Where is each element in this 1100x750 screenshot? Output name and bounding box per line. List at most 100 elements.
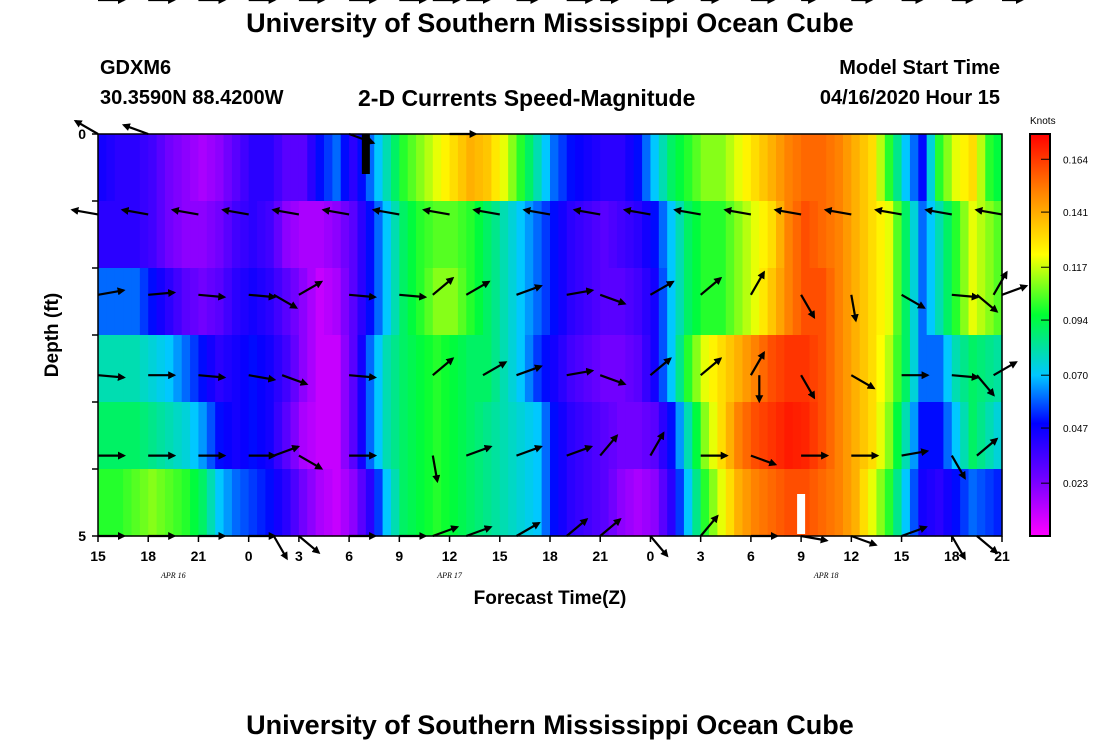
heatmap-cell [709, 134, 719, 202]
heatmap-cell [993, 268, 1003, 336]
heatmap-cell [759, 134, 769, 202]
heatmap-cell [407, 268, 417, 336]
heatmap-cell [248, 335, 258, 403]
heatmap-cell [457, 201, 467, 269]
current-vector-arrow [281, 374, 309, 386]
heatmap-cell [148, 201, 158, 269]
current-vector-arrow [432, 525, 460, 538]
heatmap-cell [742, 402, 752, 470]
heatmap-cell [893, 402, 903, 470]
heatmap-cell [683, 469, 693, 537]
heatmap-cell [558, 402, 568, 470]
heatmap-cell [164, 134, 174, 202]
heatmap-cell [524, 201, 534, 269]
heatmap-cell [725, 402, 735, 470]
heatmap-cell [558, 201, 568, 269]
current-vector-arrow [800, 374, 816, 400]
heatmap-cell [566, 201, 576, 269]
heatmap-cell [935, 335, 945, 403]
heatmap-cell [223, 134, 233, 202]
heatmap-cell [265, 268, 275, 336]
colorbar-tick-label: 0.047 [1063, 424, 1088, 435]
current-vector-arrow [850, 374, 876, 390]
current-vector-arrow [566, 444, 594, 457]
heatmap-cell [164, 469, 174, 537]
heatmap-cell [926, 402, 936, 470]
heatmap-cell [809, 201, 819, 269]
heatmap-cell [859, 469, 869, 537]
heatmap-cell [851, 335, 861, 403]
heatmap-cell [457, 268, 467, 336]
heatmap-cell [851, 402, 861, 470]
heatmap-cell [499, 335, 509, 403]
heatmap-cell [960, 402, 970, 470]
heatmap-cell [114, 335, 124, 403]
heatmap-cell [282, 201, 292, 269]
heatmap-cell [164, 268, 174, 336]
heatmap-cell [466, 335, 476, 403]
heatmap-cell [332, 469, 342, 537]
heatmap-cell [416, 335, 426, 403]
heatmap-cell [357, 268, 367, 336]
heatmap-cell [633, 201, 643, 269]
heatmap-cell [901, 469, 911, 537]
heatmap-cell [650, 402, 660, 470]
x-tick-label: 3 [295, 548, 303, 564]
heatmap-cell [817, 268, 827, 336]
heatmap-cell [131, 402, 141, 470]
heatmap-cell [374, 335, 384, 403]
heatmap-cell [499, 469, 509, 537]
current-vector-arrow [1001, 284, 1029, 296]
heatmap-cell [399, 268, 409, 336]
heatmap-cell [491, 134, 501, 202]
heatmap-cell [776, 469, 785, 537]
heatmap-cell [114, 469, 124, 537]
heatmap-cell [675, 201, 685, 269]
colorbar-tick-label: 0.023 [1063, 479, 1088, 490]
y-tick-label: 0 [78, 126, 86, 142]
current-vector-arrow [850, 294, 859, 323]
heatmap-cell [876, 335, 886, 403]
current-vector-arrow [431, 455, 441, 484]
heatmap-cell [759, 335, 769, 403]
heatmap-cell [926, 134, 936, 202]
heatmap-cell [273, 402, 283, 470]
heatmap-cell [533, 268, 543, 336]
heatmap-cell [106, 134, 116, 202]
heatmap-cell [231, 268, 241, 336]
x-tick-label: 12 [442, 548, 458, 564]
current-vector-arrow [349, 372, 377, 381]
current-vector-arrow [273, 444, 301, 457]
heatmap-cell [642, 134, 652, 202]
heatmap-cell [976, 134, 986, 202]
heatmap-cell [516, 134, 526, 202]
heatmap-cell [918, 201, 928, 269]
heatmap-cell [591, 134, 601, 202]
heatmap-cell [324, 268, 333, 336]
heatmap-cell [466, 268, 476, 336]
heatmap-cell [457, 134, 467, 202]
heatmap-cell [558, 335, 568, 403]
heatmap-cell [432, 469, 442, 537]
heatmap-cell [600, 201, 610, 269]
heatmap-cell [918, 268, 928, 336]
heatmap-cell [734, 268, 744, 336]
current-vector-arrow [482, 361, 508, 377]
heatmap-cell [960, 201, 970, 269]
heatmap-cell [709, 469, 719, 537]
heatmap-cell [901, 268, 911, 336]
heatmap-cell [625, 335, 635, 403]
heatmap-cell [198, 268, 208, 336]
heatmap-cell [533, 402, 543, 470]
heatmap-cell [591, 402, 601, 470]
heatmap-cell [550, 335, 559, 403]
heatmap-cell [290, 335, 300, 403]
heatmap-cell [993, 335, 1003, 403]
heatmap-cell [675, 335, 685, 403]
heatmap-cell [985, 134, 995, 202]
heatmap-cell [206, 335, 216, 403]
x-tick-label: 3 [697, 548, 705, 564]
heatmap-cell [139, 134, 149, 202]
heatmap-cell [332, 134, 342, 202]
heatmap-cell [265, 335, 275, 403]
